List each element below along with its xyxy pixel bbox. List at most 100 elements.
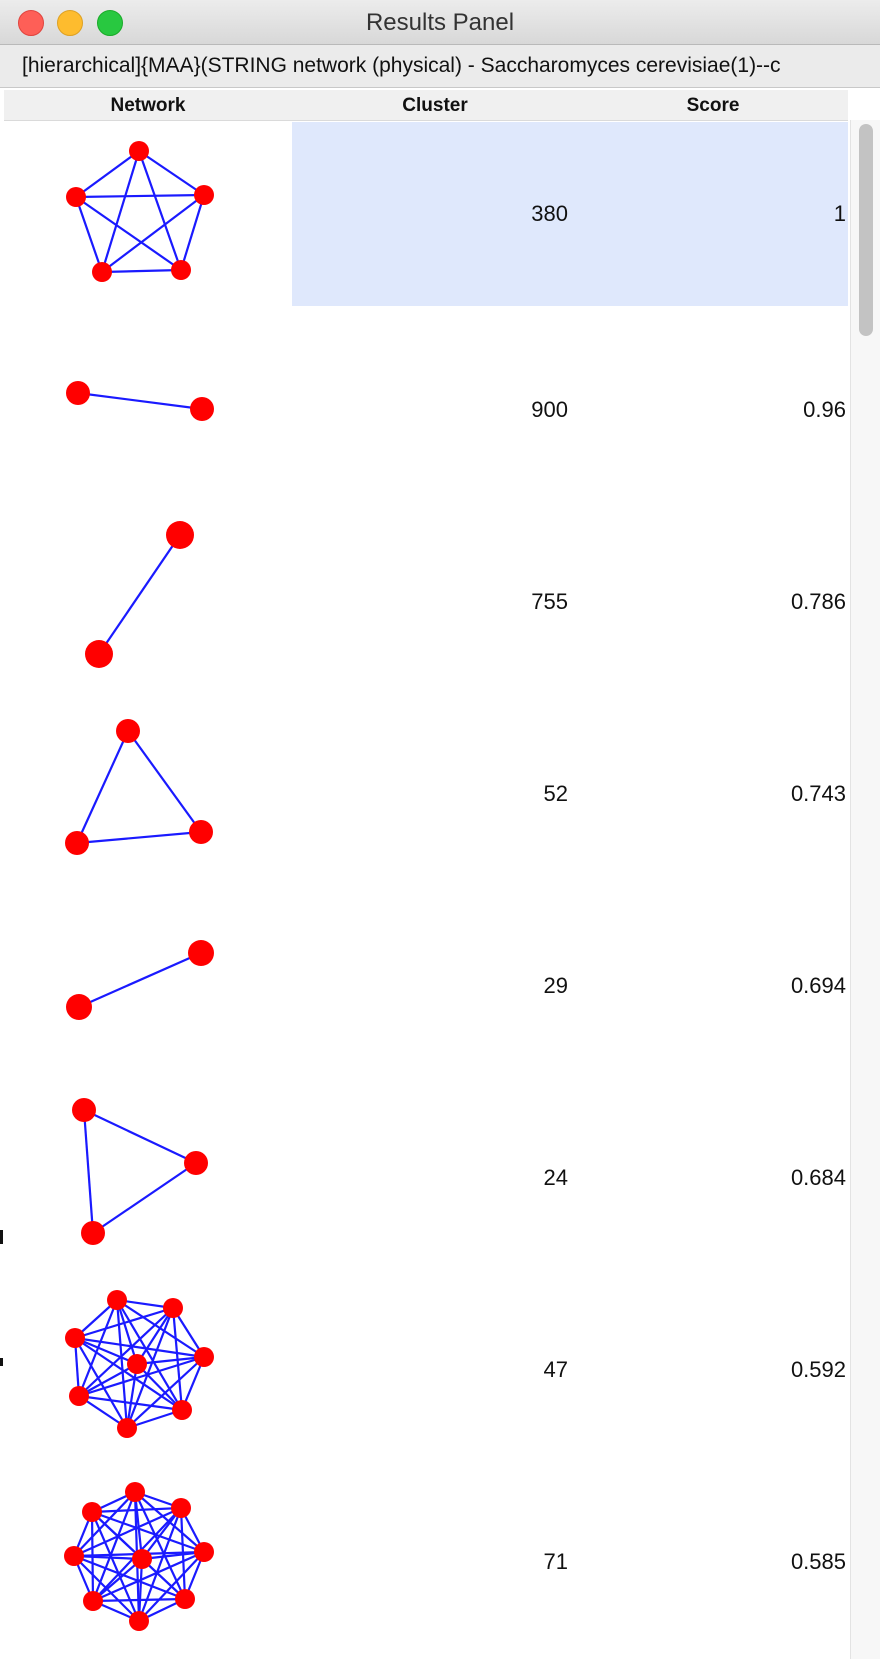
table-row[interactable]: 29 0.694 [4,890,848,1082]
score-cell: 0.592 [790,1357,846,1382]
graph-node [125,1482,145,1502]
network-thumbnail [4,1082,292,1274]
score-cell: 0.694 [790,973,846,998]
network-thumbnail [4,314,292,506]
graph-node [83,1591,103,1611]
graph-node [107,1290,127,1310]
graph-edge [78,951,202,1009]
column-header-cluster[interactable]: Cluster [402,95,468,116]
graph-edge [74,196,104,273]
results-table: Network Cluster Score 380 1 900 0.96 755… [4,90,848,1659]
graph-node [132,1549,152,1569]
score-cell: 1 [833,201,846,226]
graph-node [127,1354,147,1374]
table-row[interactable]: 24 0.684 [4,1082,848,1274]
row-selection-highlight [292,122,848,306]
network-thumbnail [4,122,292,314]
graph-edge [74,1306,174,1340]
table-row[interactable]: 755 0.786 [4,506,848,698]
graph-node [65,1328,85,1348]
graph-node [66,381,90,405]
graph-edge [101,194,205,273]
column-header-network[interactable]: Network [110,95,186,116]
score-cell: 0.684 [790,1165,846,1190]
vertical-scrollbar[interactable] [850,120,880,1659]
graph-node [116,719,140,743]
network-description: [hierarchical]{MAA}(STRING network (phys… [0,45,880,88]
network-description-text: [hierarchical]{MAA}(STRING network (phys… [22,54,781,77]
graph-node [184,1151,208,1175]
graph-edge [78,1394,183,1412]
graph-edge [77,391,203,411]
graph-edge [137,1507,183,1622]
graph-edge [75,150,140,198]
network-thumbnail [4,1274,292,1466]
graph-node [69,1386,89,1406]
graph-edge [92,1162,197,1234]
graph-node [117,1418,137,1438]
network-thumbnail [4,890,292,1082]
cluster-cell: 29 [543,973,568,998]
graph-node [188,940,214,966]
graph-edge [75,196,182,271]
graph-edge [101,268,182,274]
column-header-score[interactable]: Score [686,95,740,116]
close-window-button[interactable] [18,10,44,36]
cluster-cell: 71 [543,1549,568,1574]
graph-node [82,1502,102,1522]
table-row[interactable]: 380 1 [4,122,848,314]
minimize-window-button[interactable] [57,10,83,36]
graph-edge [141,1507,182,1560]
cluster-cell: 47 [543,1357,568,1382]
graph-edge [136,1355,205,1366]
graph-node [171,260,191,280]
graph-node [194,1542,214,1562]
graph-edge [90,1511,141,1622]
graph-edge [137,150,183,271]
cluster-cell: 900 [531,397,568,422]
cluster-cell: 52 [543,781,568,806]
graph-edge [138,150,205,196]
window-edge-fragment [0,1200,3,1420]
window-title: Results Panel [365,9,515,36]
table-row[interactable]: 71 0.585 [4,1466,848,1658]
table-row[interactable]: 52 0.743 [4,698,848,890]
table-row[interactable]: 47 0.592 [4,1274,848,1466]
graph-node [175,1589,195,1609]
graph-edge [141,1550,205,1561]
score-cell: 0.743 [790,781,846,806]
graph-node [65,831,89,855]
scrollbar-thumb[interactable] [859,124,873,336]
graph-edge [179,194,206,271]
graph-edge [82,1109,95,1234]
window-titlebar: Results Panel [0,0,880,45]
score-cell: 0.96 [803,397,846,422]
graph-node [172,1400,192,1420]
graph-edge [92,1558,143,1602]
graph-node [66,994,92,1020]
graph-node [85,640,113,668]
graph-edge [73,1554,143,1561]
graph-node [189,820,213,844]
graph-edge [78,1355,205,1398]
graph-node [190,397,214,421]
graph-edge [100,150,141,273]
graph-edge [74,1336,205,1359]
graph-edge [83,1109,197,1164]
graph-edge [127,730,202,833]
graph-edge [74,1336,138,1366]
graph-edge [116,1299,183,1411]
graph-edge [92,1550,205,1603]
score-cell: 0.786 [790,589,846,614]
graph-node [81,1221,105,1245]
table-row[interactable]: 900 0.96 [4,314,848,506]
graph-node [166,521,194,549]
graph-edge [91,1506,182,1514]
cluster-cell: 755 [531,589,568,614]
graph-edge [92,1597,186,1603]
graph-edge [75,193,205,199]
cluster-cell: 380 [531,201,568,226]
cluster-cell: 24 [543,1165,568,1190]
maximize-window-button[interactable] [97,10,123,36]
graph-edge [74,1337,183,1411]
